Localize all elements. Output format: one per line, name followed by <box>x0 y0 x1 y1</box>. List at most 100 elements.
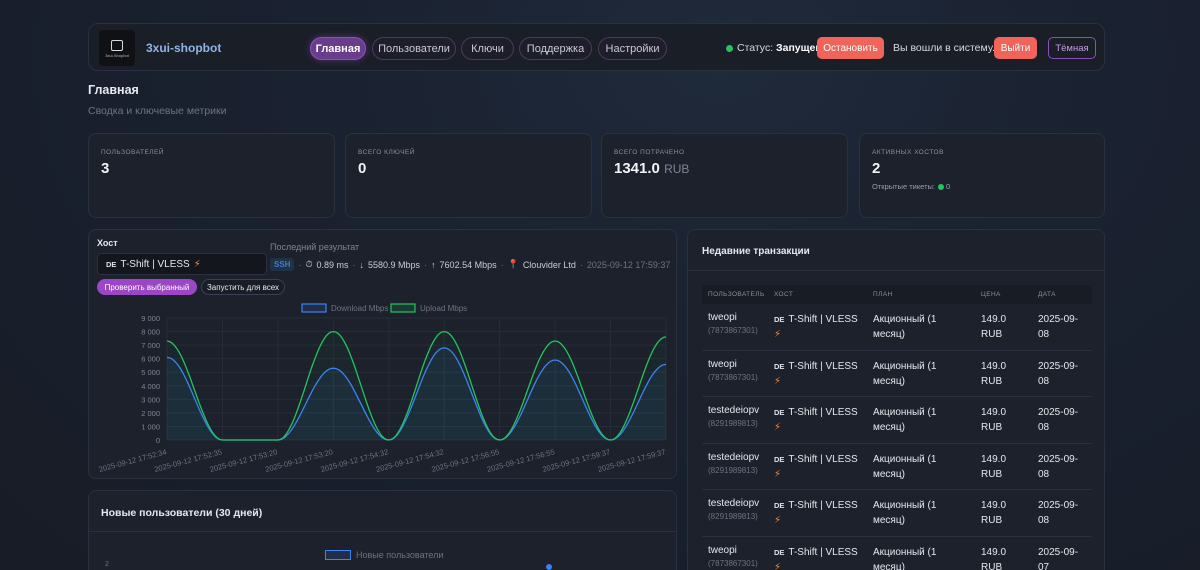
y-tick-label: 0 <box>156 436 160 445</box>
flag-label: DE <box>774 315 785 324</box>
metric-label: ПОЛЬЗОВАТЕЛЕЙ <box>101 149 165 156</box>
price-unit: RUB <box>981 515 1003 527</box>
cell-date: 2025-09- 08 <box>1032 312 1092 350</box>
lightning-icon: ⚡ <box>774 561 782 570</box>
date-line: 2025-09- <box>1038 360 1079 372</box>
cell-price: 149.0 RUB <box>975 498 1032 536</box>
table-row[interactable]: testedeiopv (8291989813) DE T-Shift | VLESS… <box>702 444 1092 491</box>
run-all-button[interactable]: Запустить для всех <box>201 279 285 295</box>
host-name: T-Shift | VLESS <box>788 407 858 419</box>
date-line: 07 <box>1038 561 1050 570</box>
page-title: Главная <box>88 83 139 97</box>
cell-date: 2025-09- 08 <box>1032 452 1092 490</box>
date-line: 08 <box>1038 515 1050 527</box>
host-select[interactable]: DE T-Shift | VLESS ⚡ <box>97 253 267 275</box>
download-arrow-icon: ↓ <box>359 259 365 270</box>
date-line: 2025-09- <box>1038 453 1079 465</box>
legend-label[interactable]: Новые пользователи <box>356 550 444 560</box>
y-tick-label: 4 000 <box>141 382 160 391</box>
user-id: (7873867301) <box>708 558 758 568</box>
host-name: T-Shift | VLESS <box>788 546 858 558</box>
date-line: 2025-09- <box>1038 546 1079 558</box>
top-navbar: 3xui-Shopbot 3xui-shopbot Главная Пользо… <box>88 23 1105 71</box>
theme-toggle-button[interactable]: Тёмная <box>1048 37 1096 59</box>
cell-price: 149.0 RUB <box>975 312 1032 350</box>
user-name: testedeiopv <box>708 498 760 510</box>
tab-users[interactable]: Пользователи <box>372 37 456 60</box>
host-speedtest-panel: Хост DE T-Shift | VLESS ⚡ Последний резу… <box>88 229 677 479</box>
table-row[interactable]: tweopi (7873867301) DE T-Shift | VLESS ⚡ Акци… <box>702 537 1092 570</box>
legend-label: Upload Mbps <box>420 304 467 313</box>
tab-home[interactable]: Главная <box>310 37 366 60</box>
table-row[interactable]: testedeiopv (8291989813) DE T-Shift | VLESS… <box>702 397 1092 444</box>
cell-host: DE T-Shift | VLESS ⚡ <box>768 359 867 397</box>
date-line: 2025-09- <box>1038 314 1079 325</box>
date-line: 08 <box>1038 329 1050 340</box>
cell-date: 2025-09- 08 <box>1032 359 1092 397</box>
check-selected-button[interactable]: Проверить выбранный <box>97 279 197 295</box>
provider-value: Clouvider Ltd <box>522 259 576 270</box>
cell-host: DE T-Shift | VLESS ⚡ <box>768 545 867 570</box>
cell-user: testedeiopv (8291989813) <box>702 405 768 443</box>
plan-line: месяц) <box>873 468 905 480</box>
logo[interactable]: 3xui-Shopbot <box>99 30 135 66</box>
legend-swatch[interactable] <box>325 550 351 560</box>
plan-line: Акционный (1 <box>873 407 937 419</box>
logo-text: 3xui-Shopbot <box>105 53 129 58</box>
flag-label: DE <box>106 259 117 269</box>
cell-host: DE T-Shift | VLESS ⚡ <box>768 498 867 536</box>
table-row[interactable]: testedeiopv (8291989813) DE T-Shift | VLESS… <box>702 490 1092 537</box>
tab-support[interactable]: Поддержка <box>519 37 592 60</box>
upload-value: 7602.54 Mbps <box>439 259 497 270</box>
status-dot-icon <box>726 45 733 52</box>
lightning-icon: ⚡ <box>774 329 782 340</box>
date-line: 2025-09- <box>1038 500 1079 512</box>
y-tick-label: 9 000 <box>141 314 160 323</box>
brand-name[interactable]: 3xui-shopbot <box>146 41 222 55</box>
price-value: 149.0 <box>981 453 1007 465</box>
table-row[interactable]: tweopi (7873867301) DE T-Shift | VLESS ⚡ Акци… <box>702 351 1092 398</box>
price-value: 149.0 <box>981 360 1007 372</box>
table-body: tweopi (7873867301) DE T-Shift | VLESS ⚡ Акци… <box>702 304 1092 570</box>
tab-keys[interactable]: Ключи <box>461 37 514 60</box>
lightning-icon: ⚡ <box>774 515 782 527</box>
date-line: 08 <box>1038 468 1050 480</box>
y-tick-label: 3 000 <box>141 395 160 404</box>
y-tick-label: 6 000 <box>141 355 160 364</box>
y-tick-label: 7 000 <box>141 341 160 350</box>
status-label: Статус: <box>737 42 774 54</box>
transactions-title: Недавние транзакции <box>702 246 810 257</box>
flag-label: DE <box>774 361 785 371</box>
tab-settings[interactable]: Настройки <box>598 37 667 60</box>
cell-host: DE T-Shift | VLESS ⚡ <box>768 312 867 350</box>
user-id: (7873867301) <box>708 372 758 382</box>
data-point <box>546 564 552 570</box>
lightning-icon: ⚡ <box>774 422 782 434</box>
user-name: tweopi <box>708 544 737 556</box>
recent-transactions-panel: Недавние транзакции ПОЛЬЗОВАТЕЛЬ ХОСТ ПЛ… <box>687 229 1105 570</box>
upload-arrow-icon: ↑ <box>431 259 436 270</box>
metric-value: 2 <box>872 160 881 177</box>
cell-plan: Акционный (1 месяц) <box>867 545 975 570</box>
user-id: (7873867301) <box>708 326 758 335</box>
user-id: (8291989813) <box>708 465 758 475</box>
plan-line: Акционный (1 <box>873 546 937 558</box>
plan-line: месяц) <box>873 375 905 387</box>
cell-host: DE T-Shift | VLESS ⚡ <box>768 452 867 490</box>
speed-chart: 0 1 000 2 000 3 000 4 000 5 000 6 000 7 000 8 00… <box>98 303 667 474</box>
cell-user: tweopi (7873867301) <box>702 545 768 570</box>
cell-plan: Акционный (1 месяц) <box>867 359 975 397</box>
table-row[interactable]: tweopi (7873867301) DE T-Shift | VLESS ⚡ Акци… <box>702 304 1092 351</box>
logout-button[interactable]: Выйти <box>994 37 1037 59</box>
metric-card-keys: ВСЕГО КЛЮЧЕЙ 0 <box>345 133 592 218</box>
last-result: SSH · ⏱ 0.89 ms · ↓ 5580.9 Mbps · ↑ 7602… <box>270 258 670 271</box>
price-value: 149.0 <box>981 314 1007 325</box>
result-timestamp: 2025-09-12 17:59:37 <box>586 259 671 270</box>
metric-card-spent: ВСЕГО ПОТРАЧЕНО 1341.0 RUB <box>601 133 848 218</box>
new-users-panel: Новые пользователи (30 дней) Новые польз… <box>88 490 677 570</box>
lightning-icon: ⚡ <box>193 258 201 270</box>
price-unit: RUB <box>981 422 1003 434</box>
y-tick-label: 5 000 <box>141 368 160 377</box>
plan-line: Акционный (1 <box>873 314 937 325</box>
stop-button[interactable]: Остановить <box>817 37 884 59</box>
